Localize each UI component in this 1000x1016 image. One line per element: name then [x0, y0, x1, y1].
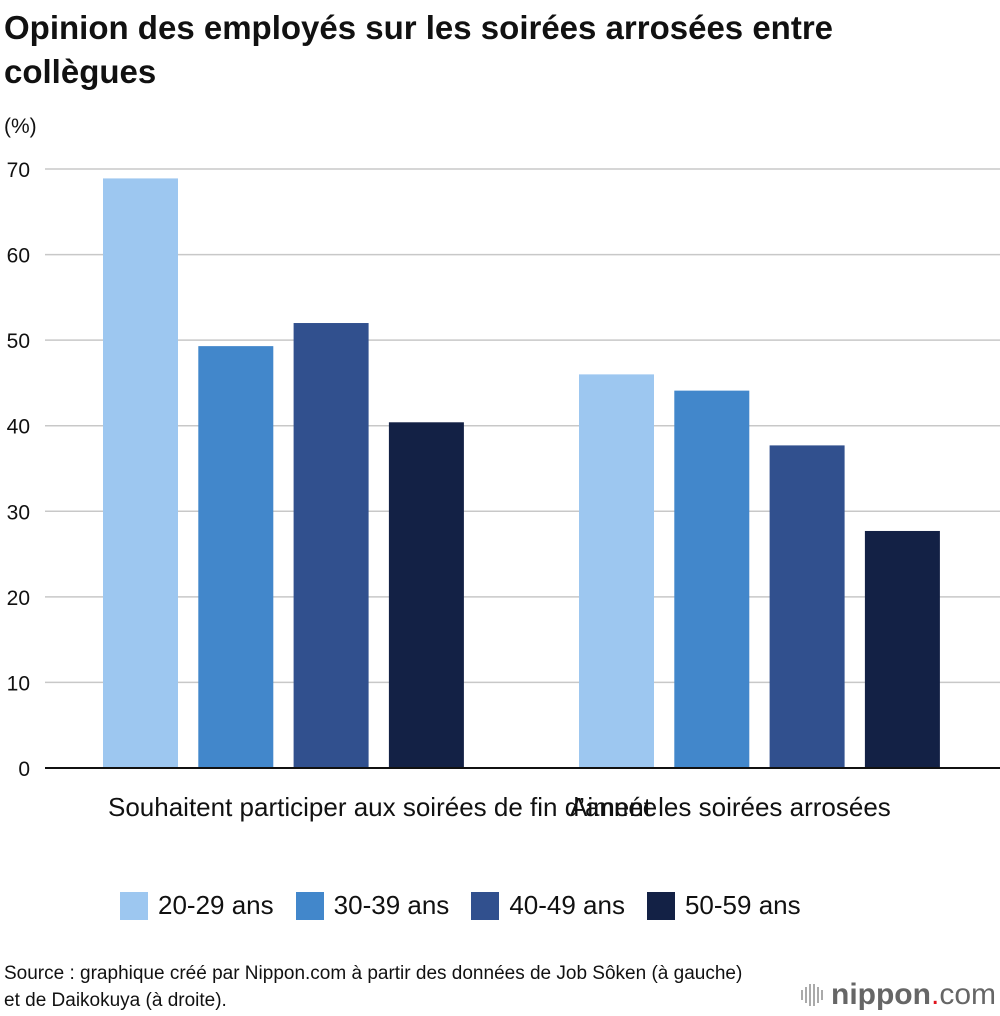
- bar: [579, 374, 654, 768]
- y-tick-label: 60: [7, 245, 30, 268]
- legend-label: 40-49 ans: [509, 890, 625, 920]
- legend-item: 40-49 ans: [471, 890, 625, 921]
- bar: [388, 422, 464, 768]
- y-tick-label: 20: [7, 587, 30, 610]
- bar: [769, 445, 845, 768]
- logo-text: nippon: [831, 978, 931, 1011]
- legend-swatch: [120, 891, 148, 920]
- chart-title: Opinion des employés sur les soirées arr…: [4, 9, 834, 90]
- legend-label: 20-29 ans: [158, 890, 274, 920]
- logo-suffix: com: [939, 978, 996, 1011]
- legend-swatch: [295, 891, 324, 920]
- nippon-logo: nippon.com: [801, 978, 996, 1012]
- legend-swatch: [471, 891, 500, 920]
- category-label: Aiment les soirées arrosées: [570, 792, 891, 822]
- legend: 20-29 ans 30-39 ans 40-49 ans 50-59 ans: [120, 890, 801, 921]
- y-tick-label: 30: [7, 501, 30, 524]
- bar: [674, 390, 750, 768]
- y-tick-label: 40: [7, 416, 30, 439]
- legend-label: 30-39 ans: [333, 890, 450, 920]
- legend-label: 50-59 ans: [684, 890, 801, 920]
- legend-item: 30-39 ans: [295, 890, 450, 921]
- logo-dot: .: [930, 978, 940, 1011]
- y-tick-label: 70: [7, 159, 30, 182]
- source-note: Source : graphique créé par Nippon.com à…: [4, 963, 743, 1011]
- logo-bars-icon: [801, 984, 823, 1006]
- bar-chart: 0 10 20 30 40 50 60 70: [7, 159, 1000, 781]
- bar: [198, 346, 274, 768]
- bar: [293, 323, 369, 768]
- legend-swatch: [646, 891, 675, 920]
- y-tick-label: 50: [7, 330, 30, 353]
- y-tick-label: 0: [18, 758, 30, 781]
- y-axis-unit: (%): [4, 115, 37, 138]
- legend-item: 20-29 ans: [120, 890, 274, 921]
- bar: [864, 530, 940, 768]
- category-label: Souhaitent participer aux soirées de fin…: [108, 792, 658, 822]
- y-tick-label: 10: [7, 672, 30, 695]
- bar: [103, 178, 178, 769]
- legend-item: 50-59 ans: [646, 890, 801, 921]
